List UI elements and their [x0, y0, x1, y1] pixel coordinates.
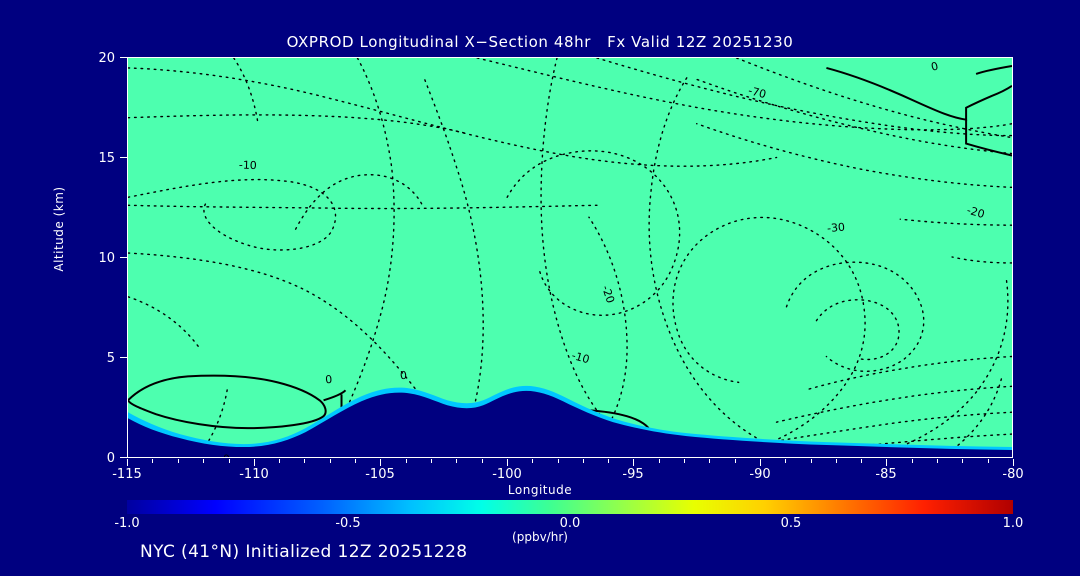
y-tick-label: 10 [98, 251, 115, 266]
zero-contour-group [128, 64, 1012, 433]
x-tick-minor [583, 459, 584, 463]
terrain-mask [128, 385, 1012, 457]
x-tick-label: -95 [622, 467, 644, 482]
y-tick-label: 15 [98, 151, 115, 166]
y-axis-title: Altitude (km) [52, 186, 66, 272]
x-tick-label: -80 [1002, 467, 1024, 482]
y-tick-major [120, 57, 127, 58]
x-tick-label: -110 [239, 467, 269, 482]
x-tick-minor [406, 459, 407, 463]
svg-text:0: 0 [222, 452, 231, 457]
x-tick-label: -105 [365, 467, 395, 482]
colorbar-ramp [127, 500, 1013, 514]
x-tick-major [633, 459, 634, 466]
x-axis-title: Longitude [507, 483, 573, 497]
colorbar-tick-label: -0.5 [335, 516, 361, 531]
colorbar-tick-label: 0.5 [780, 516, 802, 531]
x-tick-minor [152, 459, 153, 463]
x-tick-major [1013, 459, 1014, 466]
x-tick-minor [456, 459, 457, 463]
y-tick-major [120, 157, 127, 158]
x-tick-minor [988, 459, 989, 463]
y-tick-label: 20 [98, 51, 115, 66]
colorbar-unit-label: (ppbv/hr) [512, 530, 568, 544]
figure-title: OXPROD Longitudinal X−Section 48hr Fx Va… [286, 33, 794, 51]
negative-contour-group [128, 58, 1012, 457]
x-tick-minor [355, 459, 356, 463]
x-tick-minor [912, 459, 913, 463]
x-tick-label: -115 [112, 467, 142, 482]
x-tick-minor [684, 459, 685, 463]
x-tick-minor [709, 459, 710, 463]
svg-text:0: 0 [399, 369, 407, 383]
plot-interior: 0 0 0 0 -70 -10 -20 -30 -20 -10 -20 -10 [128, 58, 1012, 457]
x-tick-minor [937, 459, 938, 463]
x-tick-minor [431, 459, 432, 463]
y-tick-major [120, 457, 127, 458]
x-tick-label: -90 [749, 467, 771, 482]
figure-caption: NYC (41°N) Initialized 12Z 20251228 [140, 542, 468, 562]
colorbar-gradient [127, 500, 1013, 514]
x-tick-minor [836, 459, 837, 463]
x-tick-major [127, 459, 128, 466]
x-tick-minor [608, 459, 609, 463]
x-tick-minor [785, 459, 786, 463]
x-tick-minor [178, 459, 179, 463]
svg-text:-70: -70 [747, 84, 768, 101]
x-tick-minor [330, 459, 331, 463]
x-tick-minor [962, 459, 963, 463]
x-tick-minor [304, 459, 305, 463]
svg-text:-30: -30 [827, 221, 846, 235]
colorbar-tick-label: 1.0 [1002, 516, 1024, 531]
x-tick-label: -85 [875, 467, 897, 482]
x-tick-major [760, 459, 761, 466]
x-tick-major [254, 459, 255, 466]
x-tick-minor [558, 459, 559, 463]
x-tick-minor [861, 459, 862, 463]
svg-text:-20: -20 [965, 204, 986, 221]
svg-text:-10: -10 [239, 158, 257, 172]
x-tick-minor [659, 459, 660, 463]
x-tick-label: -100 [492, 467, 522, 482]
x-tick-minor [811, 459, 812, 463]
colorbar-tick-label: 0.0 [559, 516, 581, 531]
svg-text:-10: -10 [570, 349, 591, 366]
y-tick-label: 0 [106, 451, 115, 466]
svg-text:0: 0 [930, 60, 940, 74]
x-tick-major [507, 459, 508, 466]
x-tick-minor [203, 459, 204, 463]
colorbar-tick-label: -1.0 [114, 516, 140, 531]
contour-field: 0 0 0 0 -70 -10 -20 -30 -20 -10 -20 -10 [128, 58, 1012, 457]
x-tick-major [886, 459, 887, 466]
x-tick-minor [482, 459, 483, 463]
contour-label-group: 0 0 0 0 -70 -10 -20 -30 -20 -10 -20 -10 [222, 60, 986, 457]
svg-text:-20: -20 [599, 284, 617, 305]
x-tick-major [380, 459, 381, 466]
x-tick-minor [229, 459, 230, 463]
svg-text:0: 0 [325, 373, 333, 386]
x-tick-minor [532, 459, 533, 463]
cross-section-plot: 0 0 0 0 -70 -10 -20 -30 -20 -10 -20 -10 [127, 57, 1013, 458]
y-tick-label: 5 [106, 351, 115, 366]
y-tick-major [120, 357, 127, 358]
x-tick-minor [279, 459, 280, 463]
x-tick-minor [735, 459, 736, 463]
y-tick-major [120, 257, 127, 258]
